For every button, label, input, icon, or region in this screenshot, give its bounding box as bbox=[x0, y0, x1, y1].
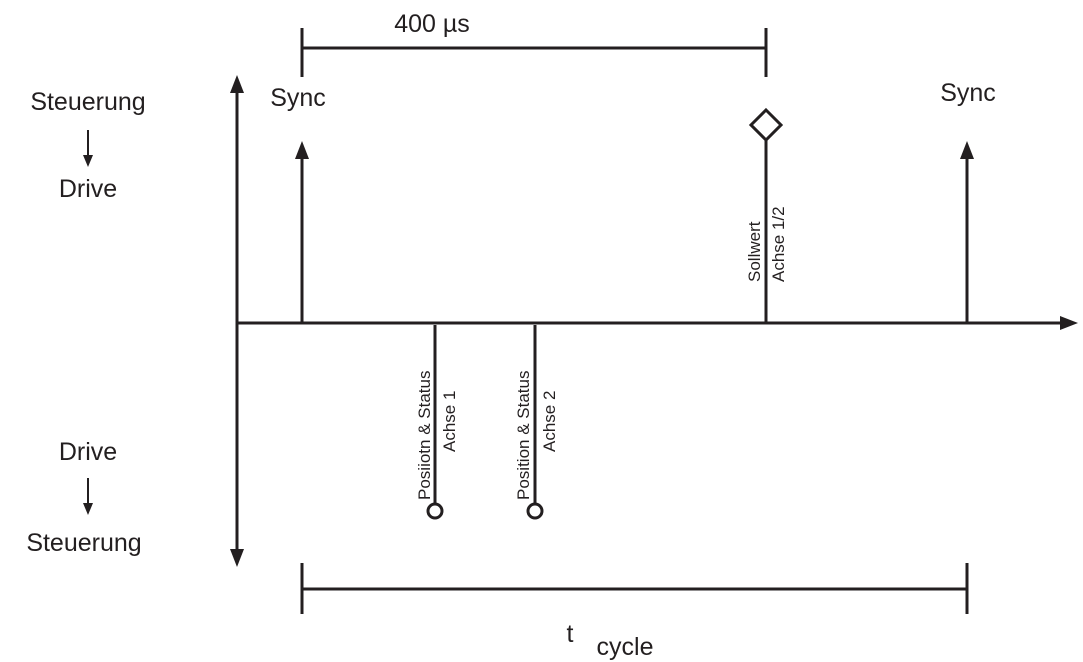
dimension-tcycle bbox=[300, 563, 969, 614]
left-bottom-arrow bbox=[83, 478, 93, 515]
time-axis-arrow bbox=[1060, 316, 1078, 330]
sollwert-label-line2: Achse 1/2 bbox=[769, 206, 788, 282]
left-top-line2: Drive bbox=[59, 175, 117, 203]
sollwert-label-line1: Sollwert bbox=[745, 221, 764, 282]
tcycle-label-t: t bbox=[567, 620, 574, 648]
dimension-400us bbox=[300, 28, 768, 77]
feedback-2-label-line1: Position & Status bbox=[514, 371, 533, 500]
feedback-1-label-line2: Achse 1 bbox=[440, 391, 459, 452]
feedback-2-label-line2: Achse 2 bbox=[540, 391, 559, 452]
sync-pulse-right-arrow bbox=[960, 141, 974, 159]
tcycle-label-sub: cycle bbox=[597, 633, 654, 661]
vertical-axis-arrow-up bbox=[230, 75, 244, 93]
feedback-1-label-line1: Posiiotn & Status bbox=[415, 371, 434, 500]
sync-right-label: Sync bbox=[940, 79, 996, 107]
dimension-400us-label: 400 µs bbox=[394, 10, 470, 38]
vertical-axis-arrow-down bbox=[230, 549, 244, 567]
feedback-1-circle-marker bbox=[426, 502, 444, 520]
left-bottom-line1: Drive bbox=[59, 438, 117, 466]
sync-pulse-left-arrow bbox=[295, 141, 309, 159]
left-bottom-line2: Steuerung bbox=[26, 529, 141, 557]
feedback-2-circle-marker bbox=[526, 502, 544, 520]
sollwert-diamond-marker bbox=[748, 107, 784, 143]
left-top-arrow bbox=[83, 130, 93, 167]
sync-left-label: Sync bbox=[270, 84, 326, 112]
left-top-line1: Steuerung bbox=[30, 88, 145, 116]
